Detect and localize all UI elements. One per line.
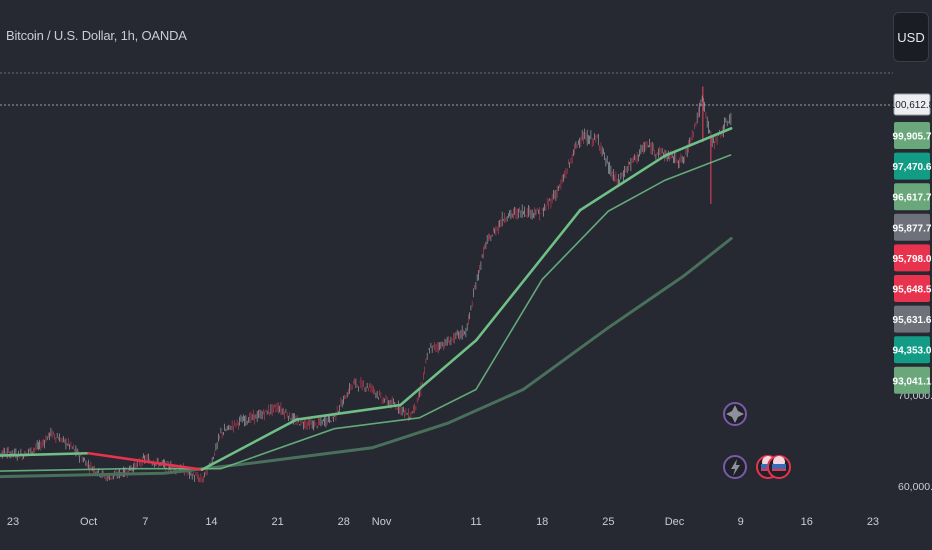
svg-text:99,905.7: 99,905.7 xyxy=(893,132,932,143)
svg-text:95,631.6: 95,631.6 xyxy=(893,315,932,326)
currency-button[interactable]: USD xyxy=(893,12,929,62)
price-badge: 95,877.7 xyxy=(893,213,932,241)
x-tick-label: 11 xyxy=(470,516,481,528)
x-tick-label: 23 xyxy=(867,516,879,528)
price-badge: 99,905.7 xyxy=(893,122,932,149)
svg-text:100,612.8: 100,612.8 xyxy=(890,100,932,111)
x-tick-label: 21 xyxy=(271,516,283,528)
candles-layer xyxy=(0,86,732,483)
chart-markers[interactable] xyxy=(723,402,791,479)
x-tick-label: 18 xyxy=(536,516,548,528)
svg-text:95,648.5: 95,648.5 xyxy=(893,285,932,296)
price-badge: 97,470.6 xyxy=(893,152,932,180)
symbol-title: Bitcoin / U.S. Dollar, 1h, OANDA xyxy=(6,28,187,43)
ma-slow-line xyxy=(0,237,733,479)
moving-averages-layer xyxy=(0,127,733,479)
us-flag-icon xyxy=(767,455,791,479)
sparkle-icon xyxy=(723,402,747,426)
lightning-icon xyxy=(723,455,747,479)
price-badge: 95,631.6 xyxy=(893,305,932,333)
ma-fast-line xyxy=(399,339,478,407)
svg-text:95,798.0: 95,798.0 xyxy=(893,254,932,265)
ma-fast-line xyxy=(578,154,667,212)
x-tick-label: 23 xyxy=(7,516,19,528)
svg-text:93,041.1: 93,041.1 xyxy=(893,376,932,387)
price-badge: 93,041.1 xyxy=(893,366,932,394)
x-tick-label: Nov xyxy=(372,516,392,528)
ma-fast-line xyxy=(295,403,402,421)
current-price-badge: 100,612.8 xyxy=(890,93,932,116)
price-scale-badges: 100,612.8 99,905.7 97,470.6 96,617.7 95,877.… xyxy=(890,93,932,394)
x-axis: 23 Oct 7 14 21 28 Nov 11 18 25 Dec 9 16 23 xyxy=(7,516,879,528)
x-tick-label: 7 xyxy=(142,516,148,528)
x-tick-label: Dec xyxy=(665,516,685,528)
price-badge: 95,798.0 xyxy=(893,244,932,272)
ma-fast-line xyxy=(0,451,90,457)
svg-text:96,617.7: 96,617.7 xyxy=(893,193,932,204)
ma-medium-line xyxy=(0,154,732,472)
price-badge: 95,648.5 xyxy=(893,275,932,302)
y-axis: 60,000.070,000.0 xyxy=(898,390,932,493)
ma-fast-line xyxy=(663,127,733,157)
svg-text:94,353.0: 94,353.0 xyxy=(893,346,932,357)
price-badge: 96,617.7 xyxy=(893,183,932,211)
y-tick-label: 60,000.0 xyxy=(898,481,932,493)
x-tick-label: 16 xyxy=(801,516,813,528)
x-tick-label: Oct xyxy=(80,516,97,528)
x-tick-label: 28 xyxy=(338,516,350,528)
svg-text:95,877.7: 95,877.7 xyxy=(893,223,932,234)
ma-fast-line xyxy=(87,451,204,471)
x-tick-label: 9 xyxy=(738,516,744,528)
x-tick-label: 25 xyxy=(602,516,614,528)
ma-fast-line xyxy=(200,418,298,471)
price-badge: 94,353.0 xyxy=(893,336,932,364)
svg-text:97,470.6: 97,470.6 xyxy=(893,162,932,173)
ma-fast-line xyxy=(474,208,582,342)
x-tick-label: 14 xyxy=(205,516,217,528)
